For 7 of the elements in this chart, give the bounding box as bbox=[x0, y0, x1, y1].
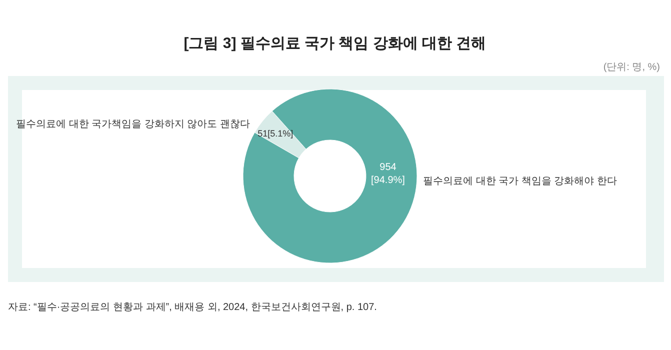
data-label: 954 [94.9%] bbox=[371, 162, 406, 186]
chart-title: [그림 3] 필수의료 국가 책임 강화에 대한 견해 bbox=[184, 35, 486, 52]
chart-subtitle: (단위: 명, %) bbox=[603, 62, 660, 73]
slice-label: 필수의료에 대한 국가책임을 강화하지 않아도 괜찮다 bbox=[16, 119, 250, 130]
text: 자료: “필수·공공의료의 현황과 과제”, 배재용 외, 2024, 한국보건사회연구원, p. 107. bbox=[8, 302, 377, 313]
slice-label: 필수의료에 대한 국가 책임을 강화해야 한다 bbox=[423, 176, 617, 187]
data-label: 51[5.1%] bbox=[258, 128, 294, 138]
